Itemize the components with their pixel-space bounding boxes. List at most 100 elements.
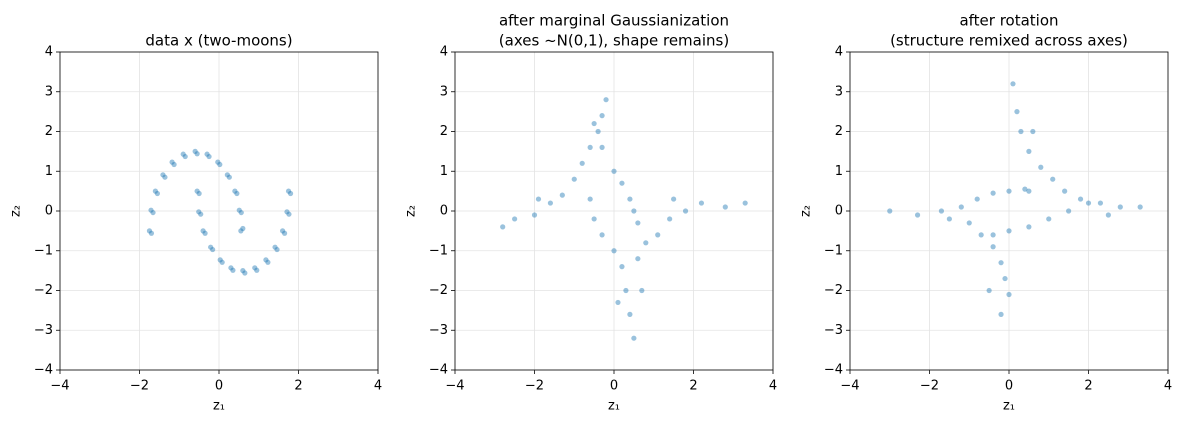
- point: [274, 246, 280, 253]
- point: [1046, 216, 1052, 222]
- y-tick-label: −4: [34, 363, 53, 378]
- point: [162, 174, 168, 180]
- point: [627, 311, 633, 317]
- point: [169, 159, 175, 165]
- point: [1026, 148, 1032, 154]
- point: [914, 212, 921, 218]
- point: [1038, 164, 1044, 170]
- point: [535, 196, 542, 202]
- point: [1026, 188, 1032, 194]
- point: [252, 265, 258, 271]
- x-tick-label: 2: [1084, 379, 1092, 394]
- point: [238, 228, 244, 234]
- y-axis-label: z₂: [9, 205, 24, 217]
- point: [990, 190, 996, 196]
- point: [196, 190, 202, 197]
- point: [171, 161, 177, 168]
- x-tick-label: −2: [920, 379, 939, 394]
- x-tick-label: −4: [445, 379, 464, 394]
- point: [998, 260, 1004, 266]
- y-tick-label: 0: [45, 204, 53, 219]
- point: [559, 192, 565, 198]
- point: [1006, 291, 1012, 298]
- y-tick-label: 2: [440, 124, 448, 139]
- point: [182, 153, 188, 160]
- point: [1137, 204, 1143, 210]
- point: [1030, 128, 1036, 135]
- point: [986, 287, 992, 294]
- y-tick-label: 3: [440, 84, 448, 99]
- point: [202, 230, 208, 236]
- point: [958, 204, 964, 210]
- chart-title: (axes ~N(0,1), shape remains): [499, 32, 729, 50]
- y-tick-label: −3: [824, 323, 843, 338]
- x-tick-label: −4: [840, 379, 859, 394]
- point: [938, 208, 945, 214]
- point: [1085, 200, 1092, 206]
- point: [240, 268, 246, 274]
- point: [531, 212, 538, 218]
- point: [198, 211, 204, 217]
- point: [265, 259, 271, 265]
- point: [627, 196, 633, 202]
- point: [1006, 228, 1012, 234]
- point: [196, 209, 202, 215]
- point: [1018, 128, 1024, 135]
- x-tick-label: 2: [689, 379, 697, 394]
- point: [998, 311, 1004, 317]
- point: [722, 204, 728, 210]
- point: [587, 196, 593, 202]
- point: [603, 97, 609, 103]
- point: [219, 259, 225, 265]
- point: [281, 230, 288, 236]
- point: [287, 190, 294, 197]
- point: [682, 208, 689, 214]
- y-tick-label: 1: [45, 164, 53, 179]
- y-tick-label: −4: [429, 363, 448, 378]
- x-axis-label: z₁: [608, 399, 620, 414]
- point: [1002, 275, 1008, 282]
- y-tick-label: 1: [440, 164, 448, 179]
- point: [1006, 188, 1012, 194]
- point: [671, 196, 677, 202]
- y-tick-label: 0: [440, 204, 448, 219]
- y-tick-label: −1: [429, 243, 448, 258]
- point: [238, 209, 244, 216]
- point: [571, 176, 577, 182]
- point: [611, 168, 617, 174]
- point: [623, 287, 629, 294]
- point: [204, 151, 210, 157]
- y-tick-label: 3: [835, 84, 843, 99]
- point: [591, 120, 597, 127]
- point: [160, 172, 166, 178]
- y-tick-label: 2: [45, 124, 53, 139]
- point: [242, 270, 248, 276]
- y-tick-label: 4: [45, 45, 53, 60]
- point: [631, 208, 637, 214]
- chart-title: (structure remixed across axes): [890, 32, 1128, 50]
- point: [240, 225, 246, 232]
- point: [595, 128, 601, 135]
- point: [990, 244, 996, 250]
- x-tick-label: 0: [610, 379, 618, 394]
- point: [1066, 208, 1072, 214]
- point: [990, 232, 996, 238]
- point: [635, 220, 641, 226]
- point: [148, 207, 154, 213]
- point: [698, 200, 705, 206]
- y-tick-label: −4: [824, 363, 843, 378]
- point: [208, 244, 214, 250]
- y-tick-label: −2: [824, 283, 843, 298]
- chart-title: after marginal Gaussianization: [499, 12, 729, 30]
- point: [500, 224, 506, 230]
- point: [655, 232, 661, 238]
- point: [217, 161, 223, 168]
- point: [619, 264, 625, 270]
- point: [887, 208, 893, 214]
- point: [643, 240, 649, 246]
- point: [228, 265, 234, 271]
- point: [146, 228, 153, 234]
- x-tick-label: 2: [294, 379, 302, 394]
- point: [152, 188, 158, 194]
